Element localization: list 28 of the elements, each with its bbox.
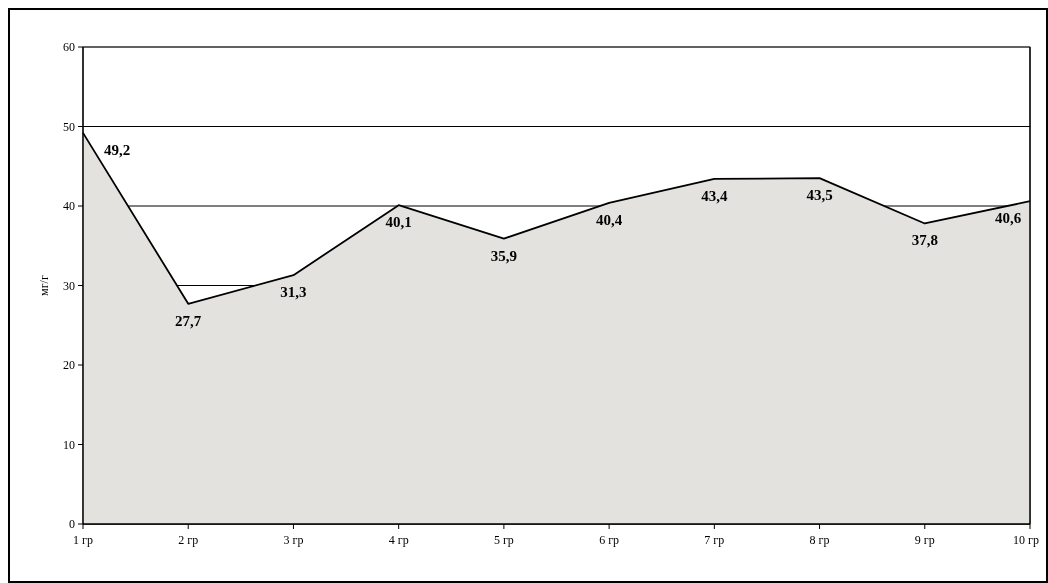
x-tick-label: 4 гр [388, 533, 409, 547]
data-label: 49,2 [103, 141, 131, 158]
y-tick-label: 10 [63, 437, 75, 452]
data-label: 40,4 [595, 211, 623, 228]
y-axis-title: мг/г [37, 275, 51, 296]
data-label: 31,3 [280, 284, 307, 301]
y-tick-label: 30 [63, 278, 75, 293]
data-label: 43,4 [701, 187, 728, 204]
x-tick-label: 7 гр [704, 533, 725, 547]
x-tick-label: 2 гр [178, 533, 199, 547]
data-label: 27,7 [175, 312, 202, 329]
data-label: 37,8 [911, 232, 938, 249]
data-label: 40,6 [994, 210, 1022, 227]
y-tick-label: 0 [69, 517, 75, 532]
y-tick-label: 40 [63, 199, 75, 214]
x-tick-label: 3 гр [283, 533, 304, 547]
data-label: 43,5 [806, 187, 833, 204]
x-tick-label: 9 гр [914, 533, 935, 547]
x-tick-label: 8 гр [809, 533, 830, 547]
x-tick-label: 10 гр [1013, 533, 1039, 547]
x-tick-label: 5 гр [493, 533, 514, 547]
y-tick-label: 60 [63, 40, 75, 55]
y-tick-label: 50 [63, 119, 75, 134]
data-label: 35,9 [490, 247, 518, 264]
x-tick-label: 1 гр [73, 533, 93, 547]
x-tick-label: 6 гр [599, 533, 620, 547]
y-tick-label: 20 [63, 358, 75, 373]
data-label: 40,1 [385, 214, 412, 231]
